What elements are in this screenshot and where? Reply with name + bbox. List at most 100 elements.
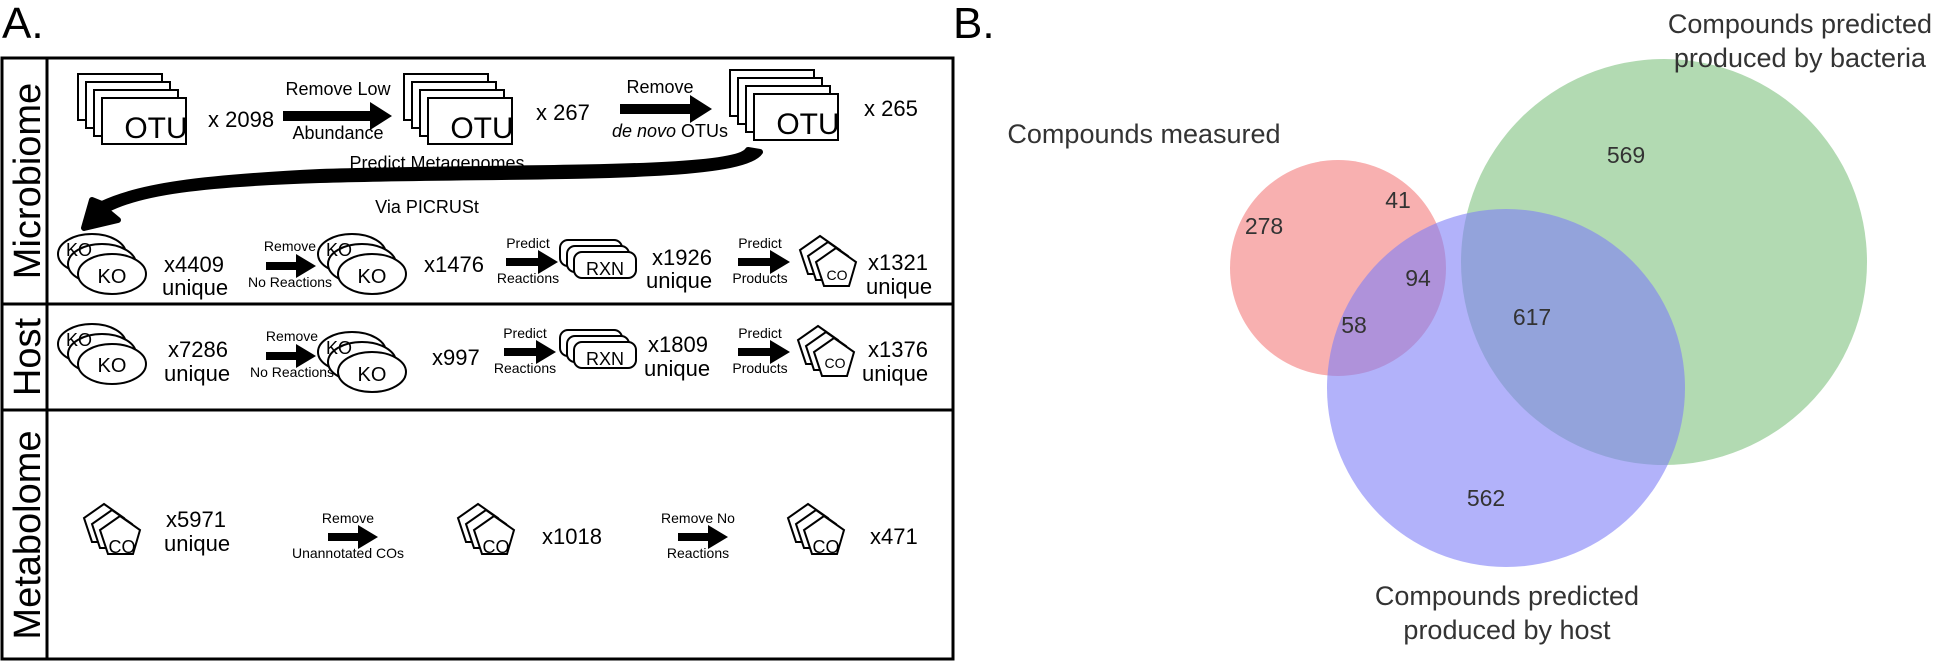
metabolome-step1-top: Remove [322, 510, 374, 526]
metabolome-step1-bottom: Unannotated COs [292, 545, 404, 561]
microbiome-rxn-icon: RXN [559, 239, 637, 279]
host-predict-p-bottom: Products [732, 360, 787, 376]
host-rxn-icon: RXN [559, 329, 637, 369]
microbiome-ko-unique: unique [162, 275, 228, 300]
otu-step2-top: Remove [626, 77, 693, 97]
venn-label-host-1: Compounds predicted [1375, 581, 1639, 611]
host-ko-count-2: x997 [432, 345, 480, 370]
microbiome-ko-count-2: x1476 [424, 252, 484, 277]
picrust-label-top: Predict Metagenomes [349, 153, 524, 173]
microbiome-arrow-predict-r [506, 250, 558, 274]
metabolome-co-icon-2: CO [457, 503, 515, 557]
svg-text:CO: CO [827, 267, 848, 283]
metabolome-count-1: x5971 [166, 507, 226, 532]
microbiome-predict-r-bottom: Reactions [497, 270, 559, 286]
picrust-label-bottom: Via PICRUSt [375, 197, 479, 217]
host-ko-icon-2: KO KO [317, 331, 407, 393]
otu-icon-1: OTU [77, 73, 188, 145]
svg-text:OTU: OTU [776, 108, 839, 141]
host-ko-count: x7286 [168, 337, 228, 362]
venn-region-host-only: 562 [1467, 485, 1505, 511]
venn-region-measured-host: 58 [1341, 312, 1367, 338]
venn-region-all-three: 94 [1405, 265, 1431, 291]
metabolome-count-2: x1018 [542, 524, 602, 549]
venn-region-measured-bacteria: 41 [1385, 187, 1411, 213]
otu-count-2: x 267 [536, 100, 590, 125]
svg-text:KO: KO [98, 355, 127, 377]
metabolome-step2-top: Remove No [661, 510, 735, 526]
svg-text:KO: KO [358, 364, 387, 386]
microbiome-arrow-remove [266, 254, 316, 278]
host-arrow-predict-p [738, 340, 790, 364]
metabolome-arrow-1 [328, 525, 378, 549]
otu-step2-bottom: de novo OTUs [612, 121, 728, 141]
svg-text:KO: KO [326, 338, 352, 358]
host-predict-r-bottom: Reactions [494, 360, 556, 376]
microbiome-predict-p-bottom: Products [732, 270, 787, 286]
otu-step1-bottom: Abundance [292, 123, 383, 143]
metabolome-arrow-2 [678, 525, 728, 549]
picrust-curved-arrow [81, 147, 763, 231]
microbiome-ko-icon-1: KO KO [57, 233, 147, 295]
panel-b-label: B. [953, 0, 995, 48]
svg-text:KO: KO [66, 330, 92, 350]
metabolome-co-icon-3: CO [787, 503, 845, 557]
svg-text:RXN: RXN [586, 259, 624, 279]
host-remove-bottom: No Reactions [250, 364, 334, 380]
svg-text:CO: CO [483, 537, 510, 557]
venn-circle-host [1327, 209, 1685, 567]
venn-label-bacteria-2: produced by bacteria [1674, 43, 1927, 73]
otu-arrow-2 [620, 95, 712, 123]
microbiome-arrow-predict-p [738, 250, 790, 274]
otu-icon-3: OTU [729, 69, 840, 141]
metabolome-count-3: x471 [870, 524, 918, 549]
venn-region-bacteria-only: 569 [1607, 142, 1645, 168]
svg-text:RXN: RXN [586, 349, 624, 369]
svg-text:CO: CO [813, 537, 840, 557]
venn-region-measured-only: 278 [1245, 213, 1283, 239]
host-co-icon: CO [797, 325, 855, 377]
host-arrow-predict-r [504, 340, 556, 364]
svg-text:KO: KO [358, 266, 387, 288]
otu-step1-top: Remove Low [285, 79, 391, 99]
host-arrow-remove [266, 344, 316, 368]
microbiome-rxn-unique: unique [646, 268, 712, 293]
venn-region-bacteria-host: 617 [1513, 304, 1551, 330]
metabolome-step2-bottom: Reactions [667, 545, 729, 561]
microbiome-ko-count: x4409 [164, 252, 224, 277]
otu-count-1: x 2098 [208, 107, 274, 132]
host-rxn-count: x1809 [648, 332, 708, 357]
host-rxn-unique: unique [644, 356, 710, 381]
venn-label-measured: Compounds measured [1007, 119, 1280, 149]
svg-text:OTU: OTU [450, 112, 513, 145]
panel-a-frame [0, 56, 955, 661]
metabolome-co-icon-1: CO [83, 503, 141, 557]
host-co-count: x1376 [868, 337, 928, 362]
microbiome-rxn-count: x1926 [652, 245, 712, 270]
microbiome-ko-icon-2: KO KO [317, 233, 407, 295]
host-predict-r-top: Predict [503, 325, 547, 341]
host-predict-p-top: Predict [738, 325, 782, 341]
svg-text:KO: KO [326, 240, 352, 260]
host-co-unique: unique [862, 361, 928, 386]
host-ko-icon-1: KO KO [57, 323, 147, 385]
venn-label-host-2: produced by host [1403, 615, 1611, 645]
otu-arrow-1 [283, 102, 392, 130]
otu-icon-2: OTU [403, 73, 514, 145]
svg-text:KO: KO [98, 266, 127, 288]
microbiome-remove-bottom: No Reactions [248, 274, 332, 290]
svg-text:KO: KO [66, 240, 92, 260]
microbiome-remove-top: Remove [264, 238, 316, 254]
metabolome-unique-1: unique [164, 531, 230, 556]
venn-label-bacteria-1: Compounds predicted [1668, 9, 1932, 39]
microbiome-co-icon: CO [799, 235, 857, 287]
svg-text:CO: CO [109, 537, 136, 557]
microbiome-co-count: x1321 [868, 250, 928, 275]
microbiome-co-unique: unique [866, 274, 932, 299]
venn-diagram [1230, 59, 1867, 567]
row-label-host: Host [7, 317, 49, 396]
microbiome-predict-r-top: Predict [506, 235, 550, 251]
row-label-microbiome: Microbiome [7, 83, 49, 279]
otu-count-3: x 265 [864, 96, 918, 121]
